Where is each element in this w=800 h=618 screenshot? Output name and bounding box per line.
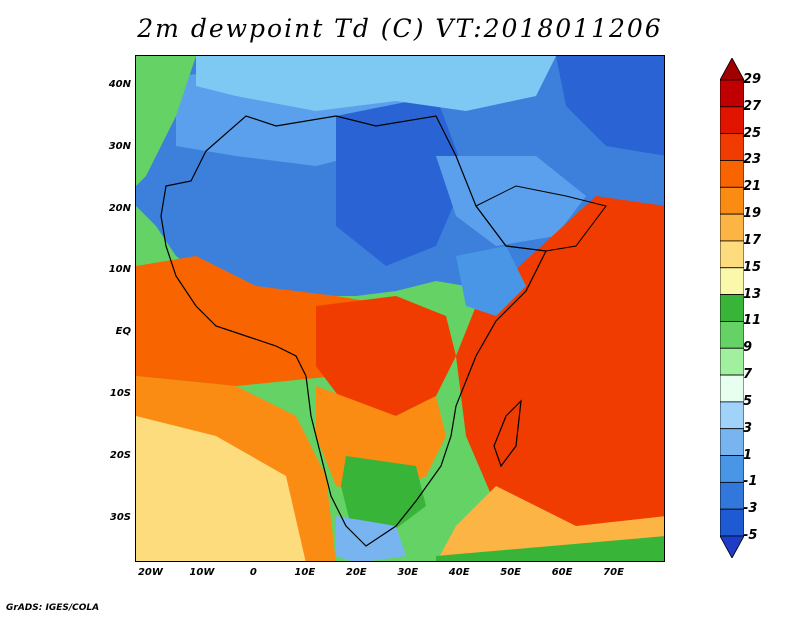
- lat-tick-label: 20N: [108, 202, 131, 214]
- colorbar-swatch: [720, 481, 744, 510]
- lon-tick-label: 40E: [448, 567, 470, 578]
- lat-tick-label: 20S: [109, 449, 131, 461]
- colorbar-swatch: [720, 79, 744, 108]
- madagascar-coastline: [493, 399, 522, 468]
- colorbar-label: 5: [743, 393, 753, 409]
- lat-tick-label: 40N: [108, 78, 131, 90]
- colorbar-label: -5: [743, 528, 758, 543]
- dewpoint-map: [136, 56, 664, 561]
- colorbar-swatch: [720, 294, 744, 322]
- lon-tick-label: 20E: [345, 567, 367, 578]
- colorbar-swatch: [720, 267, 744, 295]
- colorbar-swatch: [720, 106, 744, 135]
- moist-region-congo: [316, 296, 456, 416]
- colorbar-label: 9: [743, 340, 753, 356]
- lon-tick-label: 20W: [137, 567, 163, 578]
- lon-tick-label: 10E: [294, 567, 316, 578]
- colorbar-swatch: [720, 321, 744, 349]
- colorbar-label: 17: [743, 232, 762, 248]
- lat-tick-label: 10N: [108, 264, 131, 276]
- lon-tick-label: 30E: [397, 567, 419, 578]
- colorbar-label: 23: [743, 152, 762, 168]
- lon-tick-label: 60E: [551, 567, 573, 578]
- lon-tick-label: 70E: [603, 567, 624, 578]
- dry-region-horn: [456, 246, 526, 316]
- credit-text: GrADS: IGES/COLA: [6, 603, 100, 613]
- map-panel: [135, 55, 665, 562]
- colorbar-label: 7: [743, 367, 753, 383]
- colorbar-swatch: [720, 213, 744, 242]
- arabia-coastline: [475, 185, 607, 252]
- africa-coastline: [160, 115, 547, 547]
- moist-region-southern-ocean: [436, 536, 664, 561]
- colorbar-swatch: [720, 374, 744, 403]
- colorbar-label: 1: [743, 447, 753, 463]
- colorbar-top-arrow: [720, 58, 744, 81]
- colorbar-label: 29: [743, 72, 762, 87]
- moist-region-atlantic-southwest: [136, 416, 306, 561]
- lon-tick-label: 10W: [189, 567, 215, 578]
- dry-region-iran: [556, 56, 664, 156]
- colorbar-swatch: [720, 508, 744, 537]
- colorbar: [720, 58, 744, 558]
- colorbar-label: 13: [743, 286, 762, 302]
- lat-tick-label: 30S: [109, 511, 131, 523]
- dry-region-sahara-east: [336, 96, 466, 266]
- colorbar-label: 21: [743, 179, 762, 195]
- colorbar-label: -1: [743, 474, 758, 490]
- colorbar-swatch: [720, 401, 744, 430]
- lat-tick-label: 10S: [109, 388, 131, 400]
- mediterranean-band: [196, 56, 556, 111]
- colorbar-label: 11: [743, 313, 762, 329]
- colorbar-swatch: [720, 240, 744, 269]
- colorbar-swatch: [720, 347, 744, 376]
- colorbar-bottom-arrow: [720, 535, 744, 558]
- lat-tick-label: EQ: [115, 326, 131, 338]
- colorbar-swatch: [720, 186, 744, 215]
- colorbar-label: 19: [743, 206, 762, 222]
- colorbar-label: 27: [743, 98, 762, 114]
- colorbar-label: -3: [743, 501, 758, 517]
- dry-region-arabia: [436, 156, 586, 246]
- colorbar-label: 3: [743, 420, 753, 436]
- colorbar-swatch: [720, 160, 744, 188]
- atlantic-north-green: [136, 56, 196, 186]
- colorbar-swatch: [720, 455, 744, 483]
- colorbar-label: 25: [743, 125, 762, 141]
- chart-title: 2m dewpoint Td (C) VT:2018011206: [137, 14, 663, 43]
- colorbar-label: 15: [743, 259, 762, 275]
- lon-tick-label: 50E: [500, 567, 521, 578]
- colorbar-swatch: [720, 428, 744, 456]
- dry-region-karoo: [336, 516, 406, 561]
- colorbar-swatch: [720, 133, 744, 161]
- lon-tick-label: 0: [249, 567, 257, 578]
- lat-tick-label: 30N: [108, 140, 131, 152]
